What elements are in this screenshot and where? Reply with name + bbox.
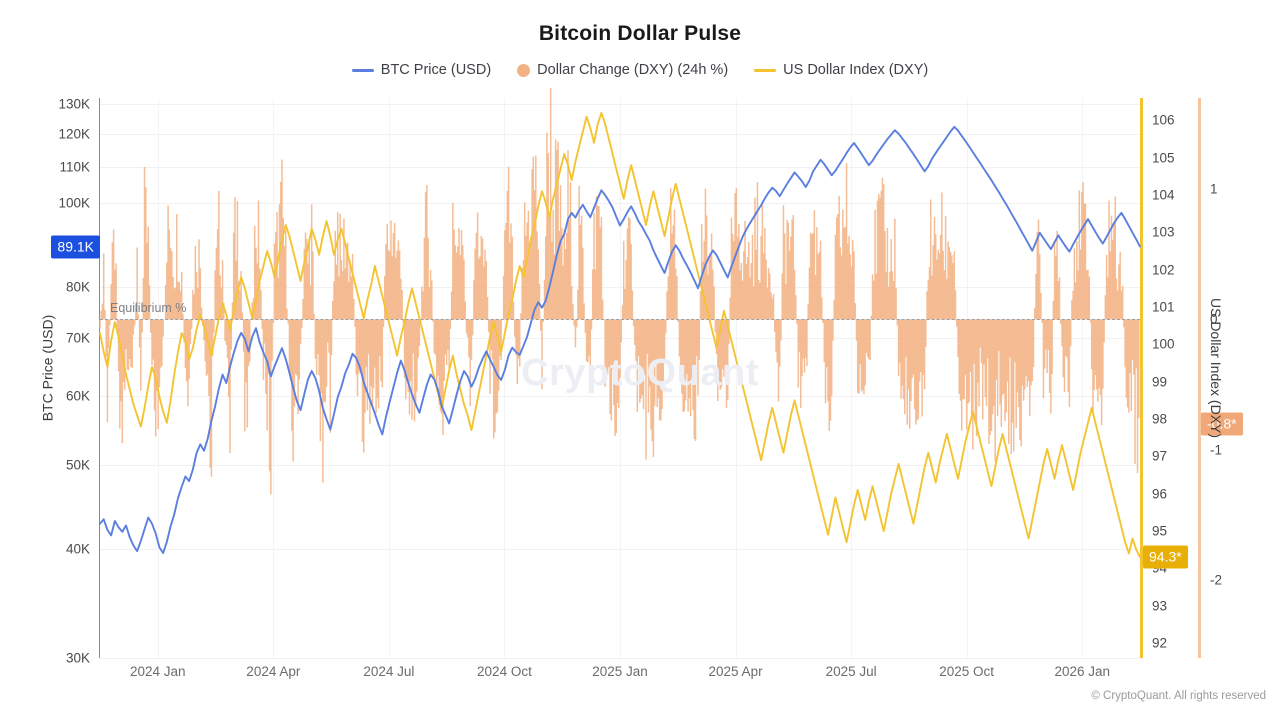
legend-item-dollar-change[interactable]: Dollar Change (DXY) (24h %) — [517, 62, 728, 78]
dollar-change-current-value-badge: -0.8* — [1201, 412, 1243, 436]
axis-tick-x: 2025 Apr — [708, 664, 763, 679]
axis-tick-dxy: 101 — [1152, 299, 1175, 315]
legend-line-icon-btc — [351, 68, 374, 72]
page-title: Bitcoin Dollar Pulse — [538, 22, 742, 45]
chart-legend: BTC Price (USD) Dollar Change (DXY) (24h… — [0, 62, 1280, 78]
axis-tick-btc: 30K — [65, 650, 90, 666]
axis-tick-change: 1 — [1210, 181, 1218, 197]
axis-tick-dxy: 100 — [1152, 336, 1175, 352]
axis-tick-btc: 110K — [59, 159, 90, 175]
btc-current-value-badge: 89.1K — [51, 235, 100, 259]
legend-line-icon-dxy — [754, 68, 777, 72]
axis-tick-dxy: 93 — [1152, 598, 1168, 614]
series-dollar-change-bars — [99, 88, 1140, 495]
axis-tick-dxy: 96 — [1152, 486, 1168, 502]
legend-item-dxy[interactable]: US Dollar Index (DXY) — [754, 62, 928, 78]
axis-tick-dxy: 95 — [1152, 523, 1168, 539]
axis-right-change-spine — [1198, 98, 1201, 658]
axis-tick-btc: 100K — [58, 195, 90, 211]
axis-tick-change: -1 — [1210, 442, 1223, 458]
legend-dot-icon-dollar-change — [517, 63, 531, 77]
axis-tick-x: 2024 Jan — [129, 664, 186, 679]
axis-tick-dxy: 103 — [1152, 224, 1175, 240]
axis-tick-btc: 130K — [58, 96, 90, 112]
axis-tick-btc: 80K — [65, 279, 90, 295]
series-us-dollar-index-line — [99, 111, 1141, 559]
axis-tick-change: -2 — [1210, 572, 1223, 588]
plot-area — [99, 88, 1141, 659]
series-svg — [99, 88, 1141, 559]
axis-tick-dxy: 106 — [1152, 112, 1175, 128]
axis-tick-dxy: 102 — [1152, 262, 1175, 278]
gridline-horizontal — [100, 658, 1140, 659]
series-btc-price-line — [99, 125, 1141, 555]
gridline-vertical — [388, 98, 390, 658]
axis-title-btc-price: BTC Price (USD) — [39, 314, 56, 422]
axis-tick-btc: 70K — [65, 330, 90, 346]
axis-tick-x: 2024 Apr — [246, 664, 301, 679]
axis-tick-btc: 40K — [65, 541, 90, 557]
axis-tick-x: 2025 Jul — [825, 664, 877, 679]
axis-tick-dxy: 92 — [1152, 635, 1168, 651]
gridline-vertical — [620, 98, 621, 658]
axis-right-dxy-spine — [1140, 98, 1143, 658]
axis-tick-x: 2024 Jul — [363, 664, 415, 679]
axis-title-us-dollar-index: US Dollar Index (DXY) — [1208, 297, 1225, 439]
axis-tick-dxy: 105 — [1152, 150, 1175, 166]
dxy-current-value-badge: 94.3* — [1143, 545, 1188, 569]
legend-label-dollar-change: Dollar Change (DXY) (24h %) — [537, 62, 729, 78]
axis-tick-dxy: 98 — [1152, 411, 1168, 427]
axis-tick-btc: 120K — [58, 126, 90, 142]
axis-tick-x: 2025 Oct — [939, 664, 995, 679]
axis-tick-x: 2026 Jan — [1054, 664, 1110, 679]
axis-tick-btc: 50K — [65, 457, 90, 473]
gridline-vertical — [735, 98, 737, 658]
legend-item-btc-price[interactable]: BTC Price (USD) — [351, 62, 492, 78]
axis-tick-dxy: 97 — [1152, 448, 1168, 464]
axis-tick-dxy: 99 — [1152, 374, 1168, 390]
gridline-vertical — [273, 98, 275, 658]
axis-tick-x: 2025 Jan — [592, 664, 648, 679]
gridline-vertical — [504, 98, 506, 658]
gridline-vertical — [1082, 98, 1084, 658]
legend-label-btc: BTC Price (USD) — [380, 62, 492, 78]
axis-tick-x: 2024 Oct — [477, 664, 532, 679]
gridline-vertical — [851, 98, 853, 658]
equilibrium-line — [100, 319, 1140, 321]
axis-tick-change: 0 — [1210, 311, 1218, 327]
axis-tick-dxy: 104 — [1152, 187, 1175, 203]
watermark: CryptoQuant — [521, 352, 759, 394]
axis-tick-btc: 60K — [65, 388, 90, 404]
copyright-notice: © CryptoQuant. All rights reserved — [1091, 690, 1266, 702]
legend-label-dxy: US Dollar Index (DXY) — [783, 62, 929, 78]
equilibrium-label: Equilibrium % — [110, 301, 187, 316]
